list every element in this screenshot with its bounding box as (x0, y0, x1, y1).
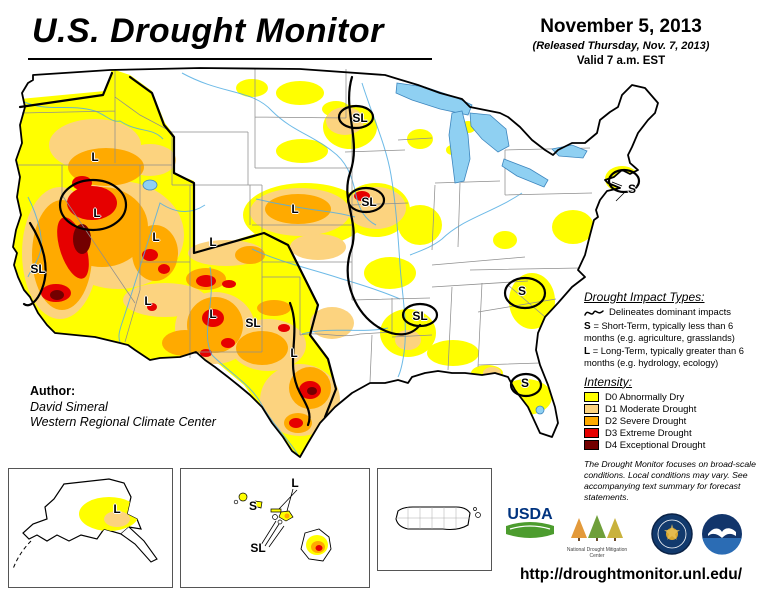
disclaimer: The Drought Monitor focuses on broad-sca… (584, 458, 756, 503)
alaska-map (12, 478, 158, 570)
intensity-label-d3: D3 Extreme Drought (605, 427, 692, 439)
author-label: Author: (30, 384, 76, 398)
map-date: November 5, 2013 (540, 16, 702, 37)
intensity-item-d3: D3 Extreme Drought (584, 428, 765, 439)
valid-time: Valid 7 a.m. EST (576, 55, 666, 67)
author-organization: Western Regional Climate Center (30, 415, 216, 430)
intensity-label-d4: D4 Exceptional Drought (605, 439, 706, 451)
website-url: http://droughtmonitor.unl.edu/ (519, 566, 743, 583)
intensity-title: Intensity: (584, 374, 633, 389)
delineates-row: Delineates dominant impacts (584, 307, 765, 318)
hawaii-map (233, 488, 332, 562)
intensity-item-d2: D2 Severe Drought (584, 416, 765, 427)
puerto-rico-inset (377, 468, 492, 571)
intensity-item-d0: D0 Abnormally Dry (584, 392, 765, 403)
impact-boundary-lines (18, 71, 641, 427)
intensity-swatch-d0 (584, 392, 599, 403)
delineates-label: Delineates dominant impacts (609, 307, 731, 318)
legend: Drought Impact Types: Delineates dominan… (584, 290, 765, 504)
author-block: Author: David Simeral Western Regional C… (30, 384, 216, 431)
ndmc-caption: National Drought Mitigation Center (566, 547, 628, 559)
usda-logo: USDA (506, 506, 554, 538)
header-date-block: November 5, 2013 (Released Thursday, Nov… (490, 16, 752, 67)
release-date: (Released Thursday, Nov. 7, 2013) (532, 40, 710, 52)
author-name: David Simeral (30, 399, 108, 414)
intensity-swatch-d2 (584, 416, 599, 427)
us-outline (12, 67, 659, 458)
noaa-logo-icon (702, 514, 742, 555)
intensity-item-d4: D4 Exceptional Drought (584, 440, 765, 451)
puerto-rico-map (395, 506, 481, 531)
intensity-label-d2: D2 Severe Drought (605, 415, 687, 427)
agency-logos: USDA National Drought Mitigation Center (498, 500, 764, 562)
intensity-swatch-d1 (584, 404, 599, 415)
intensity-scale: D0 Abnormally Dry D1 Moderate Drought D2 S… (584, 392, 765, 451)
intensity-swatch-d4 (584, 440, 599, 451)
impact-types-title: Drought Impact Types: (584, 290, 705, 304)
intensity-label-d1: D1 Moderate Drought (605, 403, 697, 415)
impact-term-l: L = Long-Term, typically greater than 6 … (584, 345, 744, 368)
title-underline (28, 58, 432, 60)
rivers-layer (21, 72, 523, 456)
ndmc-trees-icon (571, 515, 623, 541)
conus-drought-map (12, 67, 659, 458)
hawaii-inset (180, 468, 370, 588)
squiggle-icon (584, 309, 604, 316)
intensity-swatch-d3 (584, 428, 599, 439)
state-boundaries (18, 68, 593, 383)
usda-text: USDA (507, 506, 553, 523)
intensity-item-d1: D1 Moderate Drought (584, 404, 765, 415)
page-title: U.S. Drought Monitor (32, 12, 384, 50)
ndmc-logo: National Drought Mitigation Center (562, 514, 632, 559)
commerce-seal-icon (651, 513, 693, 555)
impact-term-definitions: S = Short-Term, typically less than 6 mo… (584, 321, 765, 369)
impact-term-s: S = Short-Term, typically less than 6 mo… (584, 321, 735, 343)
alaska-inset (8, 468, 173, 588)
intensity-label-d0: D0 Abnormally Dry (605, 391, 685, 403)
